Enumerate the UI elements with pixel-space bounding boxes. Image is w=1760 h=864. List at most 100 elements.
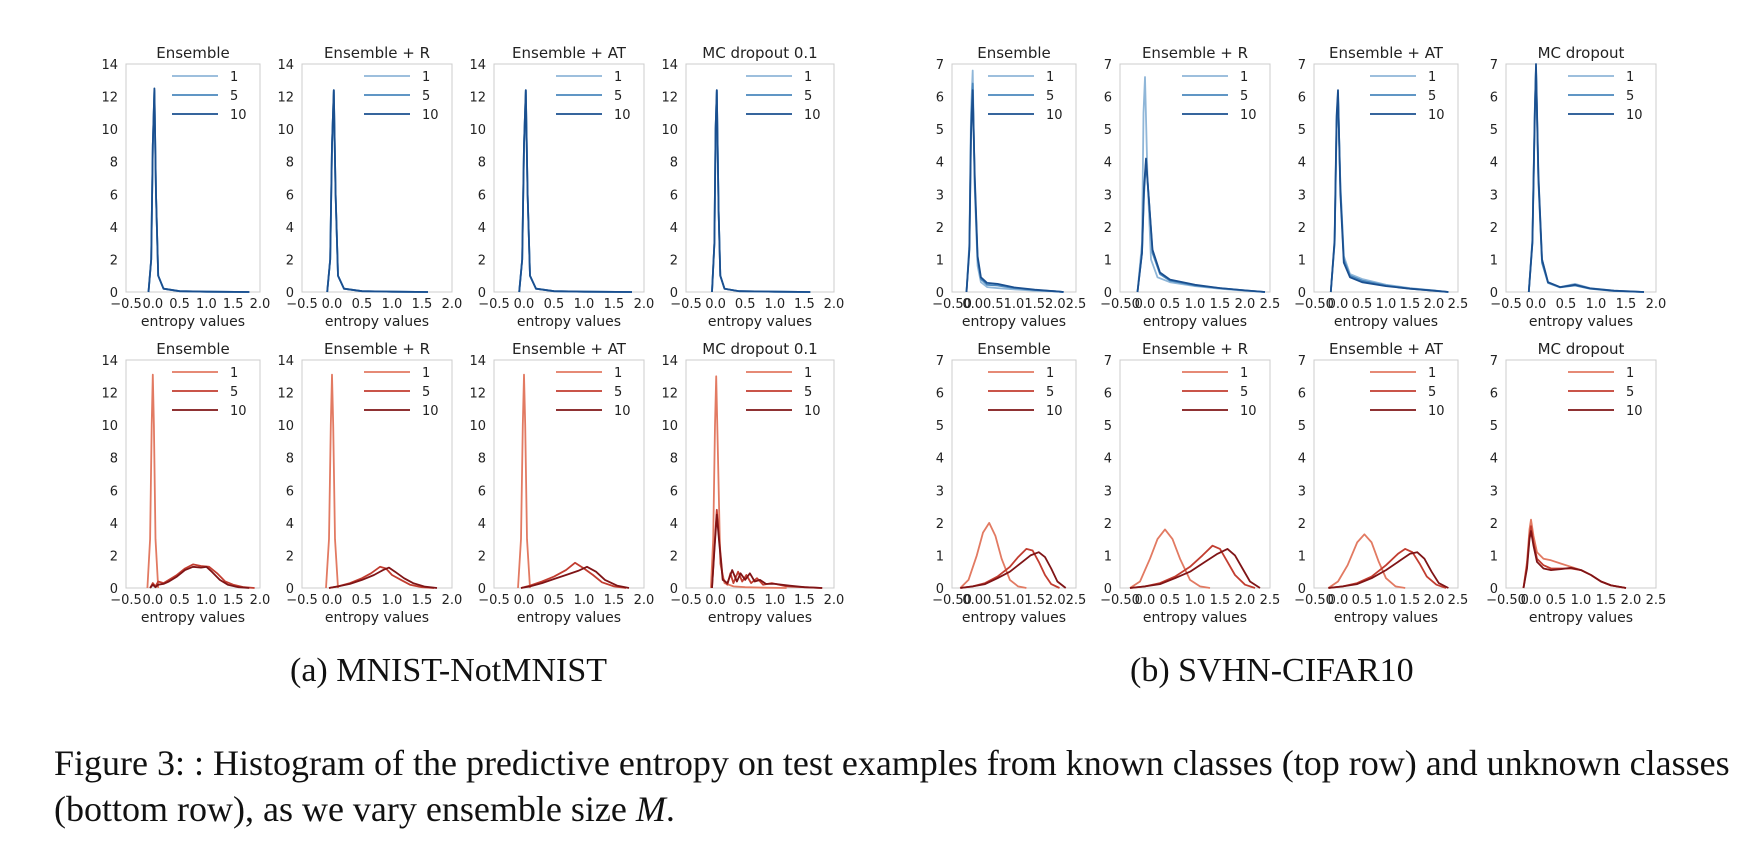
legend-label-10: 10 xyxy=(1046,108,1063,123)
x-tick-label: 2.0 xyxy=(1045,297,1066,312)
panel-b-top-4: MC dropout 0 1 2 3 4 5 6 7 −0.5 0.0 0.5 1.0 1.5 2.0 ent… xyxy=(1490,44,1667,330)
y-tick-label: 2 xyxy=(670,253,678,268)
x-axis-label: entropy values xyxy=(708,314,812,330)
y-tick-label: 7 xyxy=(936,58,944,73)
panel-title: MC dropout 0.1 xyxy=(702,340,817,358)
y-tick-label: 12 xyxy=(101,387,118,402)
y-tick-label: 14 xyxy=(277,354,294,369)
y-tick-label: 10 xyxy=(469,419,486,434)
y-tick-label: 6 xyxy=(1298,91,1306,106)
series-line-1 xyxy=(711,90,811,293)
x-tick-label: 2.0 xyxy=(250,297,271,312)
legend-label-1: 1 xyxy=(614,70,622,85)
panel-a-bottom-4: MC dropout 0.1 0 2 4 6 8 10 12 14 −0.5 0.0 0.5 1.0 1.… xyxy=(661,340,844,626)
x-tick-label: 0.5 xyxy=(983,297,1004,312)
subcaption-b: (b) SVHN-CIFAR10 xyxy=(1130,652,1414,689)
x-tick-label: 0.5 xyxy=(1546,593,1567,608)
y-tick-label: 6 xyxy=(936,387,944,402)
x-tick-label: 0.0 xyxy=(322,297,343,312)
y-tick-label: 4 xyxy=(936,156,944,171)
y-tick-label: 3 xyxy=(1490,484,1498,499)
y-tick-label: 2 xyxy=(478,549,486,564)
x-tick-label: 2.5 xyxy=(1448,593,1469,608)
series-line-5 xyxy=(711,89,811,293)
panel-a-bottom-3: Ensemble + AT 0 2 4 6 8 10 12 14 −0.5 0.0 0.5 1.0 1.5… xyxy=(469,340,654,626)
legend-label-5: 5 xyxy=(1046,89,1054,104)
x-tick-label: 1.0 xyxy=(382,593,403,608)
legend-label-5: 5 xyxy=(1046,385,1054,400)
x-axis-label: entropy values xyxy=(1143,314,1247,330)
y-tick-label: 0 xyxy=(936,582,944,597)
y-tick-label: 2 xyxy=(936,517,944,532)
legend-label-10: 10 xyxy=(614,404,631,419)
y-tick-label: 12 xyxy=(277,387,294,402)
legend-label-5: 5 xyxy=(1428,89,1436,104)
y-tick-label: 0 xyxy=(478,582,486,597)
x-tick-label: 1.5 xyxy=(1210,593,1231,608)
legend-label-1: 1 xyxy=(804,70,812,85)
legend-label-10: 10 xyxy=(230,404,247,419)
y-tick-label: 4 xyxy=(670,221,678,236)
y-tick-label: 2 xyxy=(1490,221,1498,236)
figure-caption: Figure 3: : Histogram of the predictive … xyxy=(54,740,1734,832)
legend-label-1: 1 xyxy=(804,366,812,381)
x-axis-label: entropy values xyxy=(1143,610,1247,626)
y-tick-label: 7 xyxy=(1298,58,1306,73)
y-tick-label: 3 xyxy=(936,188,944,203)
y-tick-label: 4 xyxy=(478,221,486,236)
series-line-5 xyxy=(1522,525,1627,589)
series-line-10 xyxy=(149,565,250,589)
y-tick-label: 7 xyxy=(1490,354,1498,369)
panel-a-top-1: Ensemble 0 2 4 6 8 10 12 14 −0.5 0.0 0.5 1.0 1.5 2.0 en… xyxy=(101,44,270,330)
legend-label-10: 10 xyxy=(804,404,821,419)
y-tick-label: 1 xyxy=(1490,253,1498,268)
series-line-5 xyxy=(711,508,823,589)
y-tick-label: 0 xyxy=(110,286,118,301)
y-tick-label: 8 xyxy=(110,156,118,171)
panel-a-top-2: Ensemble + R 0 2 4 6 8 10 12 14 −0.5 0.0 0.5 1.0 1.5 2… xyxy=(277,44,462,330)
y-tick-label: 6 xyxy=(936,91,944,106)
x-tick-label: 1.0 xyxy=(1004,593,1025,608)
x-tick-label: 1.5 xyxy=(1024,593,1045,608)
x-tick-label: −0.50 xyxy=(1294,297,1334,312)
x-tick-label: −0.5 xyxy=(670,593,702,608)
panel-a-bottom-2: Ensemble + R 0 2 4 6 8 10 12 14 −0.5 0.0 0.5 1.0 1.5 2… xyxy=(277,340,462,626)
x-tick-label: 0.0 xyxy=(962,297,983,312)
panel-title: Ensemble + AT xyxy=(512,44,627,62)
x-tick-label: 2.0 xyxy=(1045,593,1066,608)
figure-caption-text: Figure 3: : Histogram of the predictive … xyxy=(54,743,1730,829)
y-tick-label: 4 xyxy=(286,221,294,236)
x-tick-label: 2.0 xyxy=(442,297,463,312)
x-tick-label: 0.5 xyxy=(544,593,565,608)
x-tick-label: 0.0 xyxy=(1526,297,1547,312)
x-tick-label: 1.5 xyxy=(1400,593,1421,608)
legend-label-1: 1 xyxy=(1428,70,1436,85)
x-tick-label: 2.0 xyxy=(634,593,655,608)
x-tick-label: 2.0 xyxy=(1235,297,1256,312)
legend-label-1: 1 xyxy=(230,366,238,381)
y-tick-label: 3 xyxy=(1298,484,1306,499)
x-axis-label: entropy values xyxy=(1529,314,1633,330)
x-tick-label: 1.5 xyxy=(1596,593,1617,608)
panel-b-bottom-2: Ensemble + R 0 1 2 3 4 5 6 7 −0.500.0 0.5 1.0 1.5 2.0… xyxy=(1100,340,1280,626)
x-tick-label: 2.0 xyxy=(1235,593,1256,608)
y-tick-label: 8 xyxy=(478,156,486,171)
panel-b-top-1: Ensemble 0 1 2 3 4 5 6 7 −0.500.0 0.5 1.0 1.5 2.0 2.5e… xyxy=(932,44,1086,330)
x-axis-label: entropy values xyxy=(708,610,812,626)
x-tick-label: −0.5 xyxy=(478,297,510,312)
x-axis-label: entropy values xyxy=(962,314,1066,330)
panel-frame xyxy=(1505,359,1657,589)
y-tick-label: 10 xyxy=(661,419,678,434)
y-tick-label: 0 xyxy=(1104,286,1112,301)
y-tick-label: 0 xyxy=(670,286,678,301)
legend-label-5: 5 xyxy=(422,89,430,104)
x-tick-label: 2.5 xyxy=(1260,297,1281,312)
series-line-10 xyxy=(1328,551,1449,589)
x-tick-label: 2.0 xyxy=(250,593,271,608)
x-tick-label: 0.5 xyxy=(544,297,565,312)
x-tick-label: 2.0 xyxy=(442,593,463,608)
y-tick-label: 8 xyxy=(110,452,118,467)
x-tick-label: 2.5 xyxy=(1448,297,1469,312)
panel-frame xyxy=(301,359,453,589)
